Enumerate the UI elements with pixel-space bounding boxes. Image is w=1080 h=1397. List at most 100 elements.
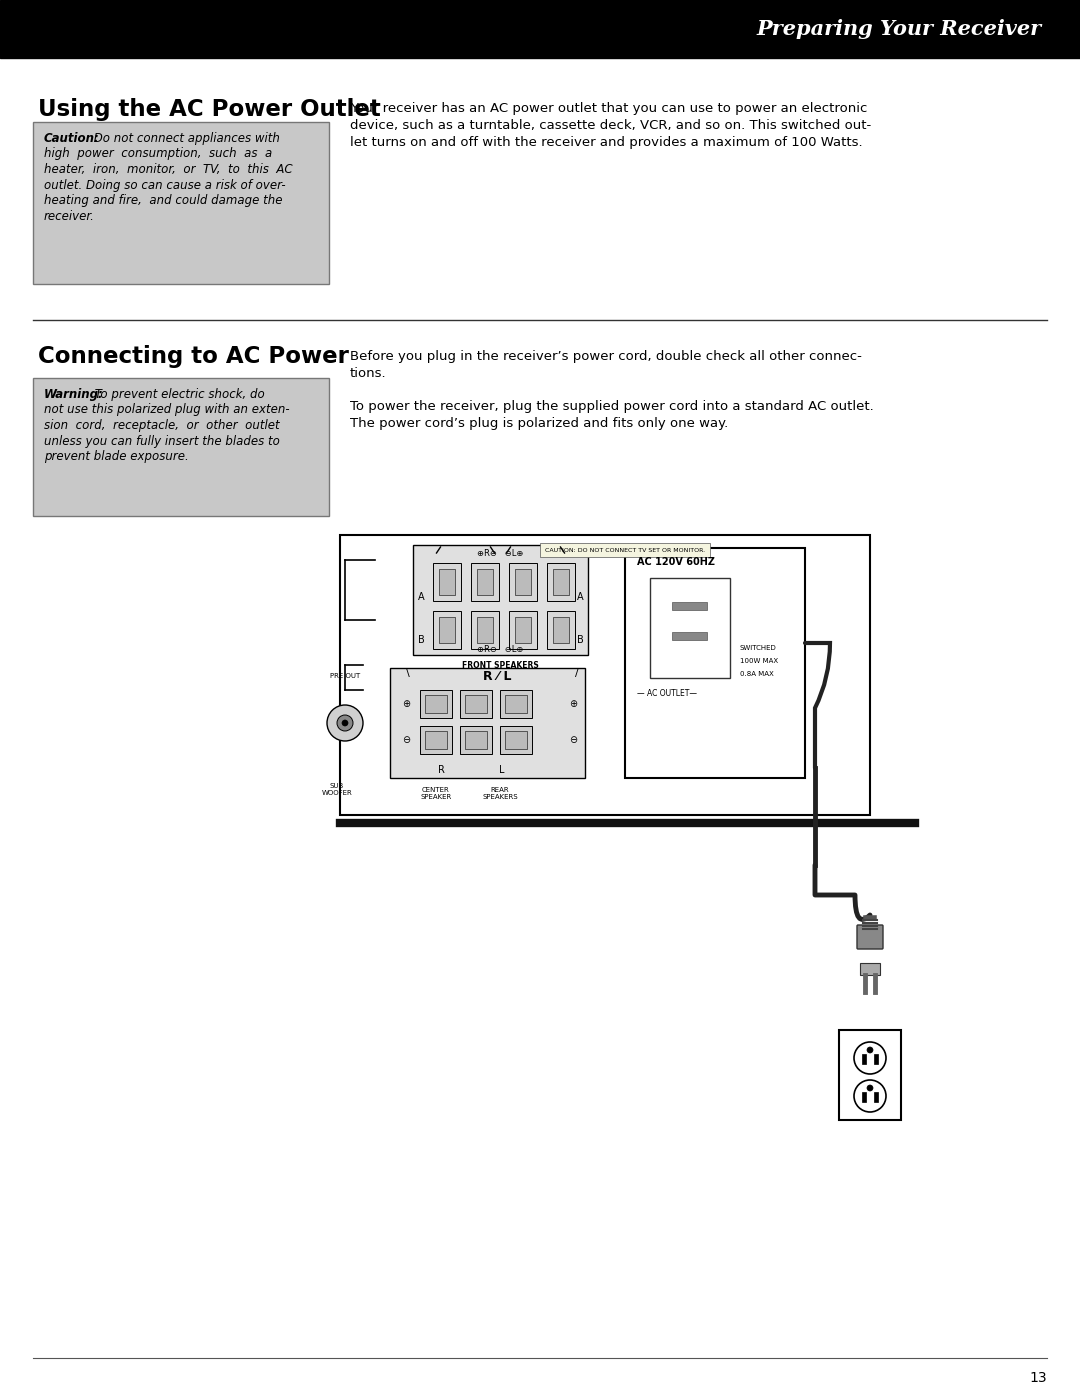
Text: high  power  consumption,  such  as  a: high power consumption, such as a xyxy=(44,148,272,161)
Text: ⊖: ⊖ xyxy=(569,735,577,745)
Bar xyxy=(0,0,1080,59)
Bar xyxy=(874,1092,878,1102)
Bar xyxy=(500,690,532,718)
Text: CAUTION: DO NOT CONNECT TV SET OR MONITOR.: CAUTION: DO NOT CONNECT TV SET OR MONITO… xyxy=(545,548,705,552)
Text: A: A xyxy=(418,592,424,602)
Text: R: R xyxy=(437,766,445,775)
Text: receiver.: receiver. xyxy=(44,210,95,222)
Bar xyxy=(465,694,487,712)
Circle shape xyxy=(342,719,348,726)
Bar xyxy=(509,563,537,601)
Bar xyxy=(505,731,527,749)
Text: /: / xyxy=(576,668,579,678)
Bar xyxy=(500,726,532,754)
Text: sion  cord,  receptacle,  or  other  outlet: sion cord, receptacle, or other outlet xyxy=(44,419,280,432)
Text: AC 120V 60HZ: AC 120V 60HZ xyxy=(637,557,715,567)
Text: outlet. Doing so can cause a risk of over-: outlet. Doing so can cause a risk of ove… xyxy=(44,179,285,191)
Text: Your receiver has an AC power outlet that you can use to power an electronic: Your receiver has an AC power outlet tha… xyxy=(350,102,867,115)
Bar xyxy=(874,1053,878,1065)
Text: tions.: tions. xyxy=(350,367,387,380)
Bar xyxy=(839,1030,901,1120)
Circle shape xyxy=(867,1085,873,1091)
Text: R ⁄ L: R ⁄ L xyxy=(483,669,512,683)
Text: REAR
SPEAKERS: REAR SPEAKERS xyxy=(482,787,517,800)
Bar xyxy=(340,535,870,814)
Bar xyxy=(553,569,569,595)
Text: To power the receiver, plug the supplied power cord into a standard AC outlet.: To power the receiver, plug the supplied… xyxy=(350,400,874,414)
Text: heater,  iron,  monitor,  or  TV,  to  this  AC: heater, iron, monitor, or TV, to this AC xyxy=(44,163,293,176)
Bar xyxy=(546,563,575,601)
Text: Before you plug in the receiver’s power cord, double check all other connec-: Before you plug in the receiver’s power … xyxy=(350,351,862,363)
Bar xyxy=(672,602,707,610)
Text: ⊕: ⊕ xyxy=(569,698,577,710)
Bar xyxy=(515,569,531,595)
Text: PRE OUT: PRE OUT xyxy=(329,673,360,679)
Text: 13: 13 xyxy=(1029,1370,1047,1384)
Bar xyxy=(471,563,499,601)
Bar xyxy=(426,694,447,712)
Bar xyxy=(460,690,492,718)
Bar xyxy=(515,617,531,643)
Bar xyxy=(477,617,492,643)
FancyBboxPatch shape xyxy=(858,925,883,949)
Bar xyxy=(433,610,461,650)
Bar xyxy=(33,379,329,515)
Bar xyxy=(540,543,710,557)
Bar xyxy=(625,548,805,778)
Bar xyxy=(420,690,453,718)
Text: Caution:: Caution: xyxy=(44,131,99,145)
Circle shape xyxy=(327,705,363,740)
Text: B: B xyxy=(577,636,583,645)
Text: unless you can fully insert the blades to: unless you can fully insert the blades t… xyxy=(44,434,280,447)
Text: Preparing Your Receiver: Preparing Your Receiver xyxy=(757,20,1042,39)
Text: B: B xyxy=(418,636,424,645)
Text: Warning:: Warning: xyxy=(44,388,104,401)
Text: Connecting to AC Power: Connecting to AC Power xyxy=(38,345,349,367)
Bar xyxy=(477,569,492,595)
Bar xyxy=(471,610,499,650)
Text: The power cord’s plug is polarized and fits only one way.: The power cord’s plug is polarized and f… xyxy=(350,416,728,430)
Text: ⊕R⊖   ⊖L⊕: ⊕R⊖ ⊖L⊕ xyxy=(477,644,524,654)
Text: \: \ xyxy=(406,668,410,678)
Text: A: A xyxy=(577,592,583,602)
Circle shape xyxy=(337,715,353,731)
Bar xyxy=(509,610,537,650)
Bar xyxy=(413,545,588,655)
Text: FRONT SPEAKERS: FRONT SPEAKERS xyxy=(462,661,539,671)
Bar xyxy=(553,617,569,643)
Text: device, such as a turntable, cassette deck, VCR, and so on. This switched out-: device, such as a turntable, cassette de… xyxy=(350,119,872,131)
Text: Using the AC Power Outlet: Using the AC Power Outlet xyxy=(38,98,381,122)
Text: Do not connect appliances with: Do not connect appliances with xyxy=(90,131,280,145)
Text: To prevent electric shock, do: To prevent electric shock, do xyxy=(91,388,265,401)
Bar xyxy=(438,617,455,643)
Text: not use this polarized plug with an exten-: not use this polarized plug with an exte… xyxy=(44,404,289,416)
Text: ⊖: ⊖ xyxy=(402,735,410,745)
Text: — AC OUTLET—: — AC OUTLET— xyxy=(637,689,697,697)
Bar xyxy=(33,122,329,284)
Bar xyxy=(860,963,880,975)
Circle shape xyxy=(867,1046,873,1053)
Text: 0.8A MAX: 0.8A MAX xyxy=(740,671,773,678)
Circle shape xyxy=(854,1080,886,1112)
Text: L: L xyxy=(499,766,504,775)
Text: ⊕: ⊕ xyxy=(402,698,410,710)
Bar xyxy=(862,1092,866,1102)
Bar xyxy=(438,569,455,595)
Bar xyxy=(426,731,447,749)
Circle shape xyxy=(854,1042,886,1074)
Text: SUB
WOOFER: SUB WOOFER xyxy=(322,782,352,796)
Bar xyxy=(650,578,730,678)
Text: prevent blade exposure.: prevent blade exposure. xyxy=(44,450,189,462)
Bar xyxy=(420,726,453,754)
Bar xyxy=(465,731,487,749)
Bar xyxy=(546,610,575,650)
Bar xyxy=(672,631,707,640)
Text: heating and fire,  and could damage the: heating and fire, and could damage the xyxy=(44,194,283,207)
Text: CENTER
SPEAKER: CENTER SPEAKER xyxy=(420,787,451,800)
Bar xyxy=(390,668,585,778)
Bar xyxy=(505,694,527,712)
Text: let turns on and off with the receiver and provides a maximum of 100 Watts.: let turns on and off with the receiver a… xyxy=(350,136,863,149)
Bar xyxy=(460,726,492,754)
Bar xyxy=(433,563,461,601)
Text: 100W MAX: 100W MAX xyxy=(740,658,778,664)
